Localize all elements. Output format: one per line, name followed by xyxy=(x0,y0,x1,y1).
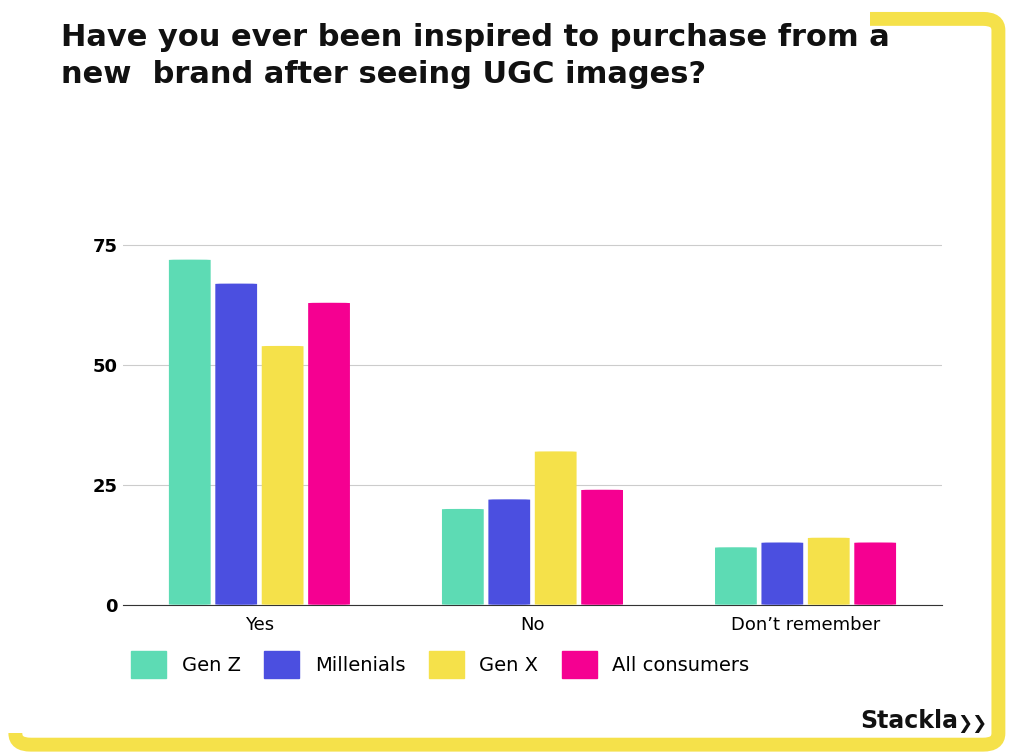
FancyBboxPatch shape xyxy=(215,284,257,605)
Text: Stackla: Stackla xyxy=(860,709,958,733)
Text: ❯❯: ❯❯ xyxy=(957,715,988,733)
FancyBboxPatch shape xyxy=(582,490,623,605)
FancyBboxPatch shape xyxy=(488,499,530,605)
FancyBboxPatch shape xyxy=(715,547,757,605)
FancyBboxPatch shape xyxy=(169,259,211,605)
FancyBboxPatch shape xyxy=(854,543,896,605)
Text: Have you ever been inspired to purchase from a
new  brand after seeing UGC image: Have you ever been inspired to purchase … xyxy=(61,23,890,88)
FancyBboxPatch shape xyxy=(442,509,483,605)
FancyBboxPatch shape xyxy=(762,543,803,605)
FancyBboxPatch shape xyxy=(808,538,850,605)
FancyBboxPatch shape xyxy=(308,302,350,605)
Legend: Gen Z, Millenials, Gen X, All consumers: Gen Z, Millenials, Gen X, All consumers xyxy=(131,651,750,678)
FancyBboxPatch shape xyxy=(535,451,577,605)
FancyBboxPatch shape xyxy=(262,346,303,605)
